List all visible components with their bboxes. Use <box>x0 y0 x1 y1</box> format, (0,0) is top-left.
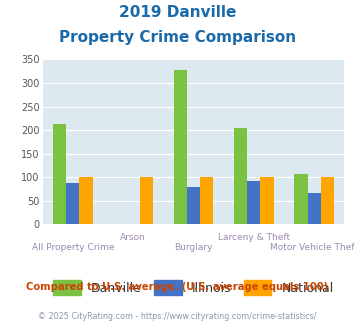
Bar <box>234 128 247 224</box>
Text: Arson: Arson <box>120 233 146 242</box>
Bar <box>247 181 261 224</box>
Bar <box>321 177 334 224</box>
Text: Property Crime Comparison: Property Crime Comparison <box>59 30 296 45</box>
Bar <box>294 174 307 224</box>
Bar <box>261 177 274 224</box>
Bar <box>200 177 213 224</box>
Text: Larceny & Theft: Larceny & Theft <box>218 233 290 242</box>
Text: © 2025 CityRating.com - https://www.cityrating.com/crime-statistics/: © 2025 CityRating.com - https://www.city… <box>38 312 317 321</box>
Text: 2019 Danville: 2019 Danville <box>119 5 236 20</box>
Bar <box>174 70 187 224</box>
Bar <box>187 187 200 224</box>
Bar <box>80 177 93 224</box>
Bar <box>66 183 80 224</box>
Text: Burglary: Burglary <box>174 243 213 251</box>
Legend: Danville, Illinois, National: Danville, Illinois, National <box>53 280 334 295</box>
Bar <box>307 193 321 224</box>
Text: All Property Crime: All Property Crime <box>32 243 114 251</box>
Bar <box>53 124 66 224</box>
Bar <box>140 177 153 224</box>
Text: Motor Vehicle Theft: Motor Vehicle Theft <box>270 243 355 251</box>
Text: Compared to U.S. average. (U.S. average equals 100): Compared to U.S. average. (U.S. average … <box>26 282 329 292</box>
